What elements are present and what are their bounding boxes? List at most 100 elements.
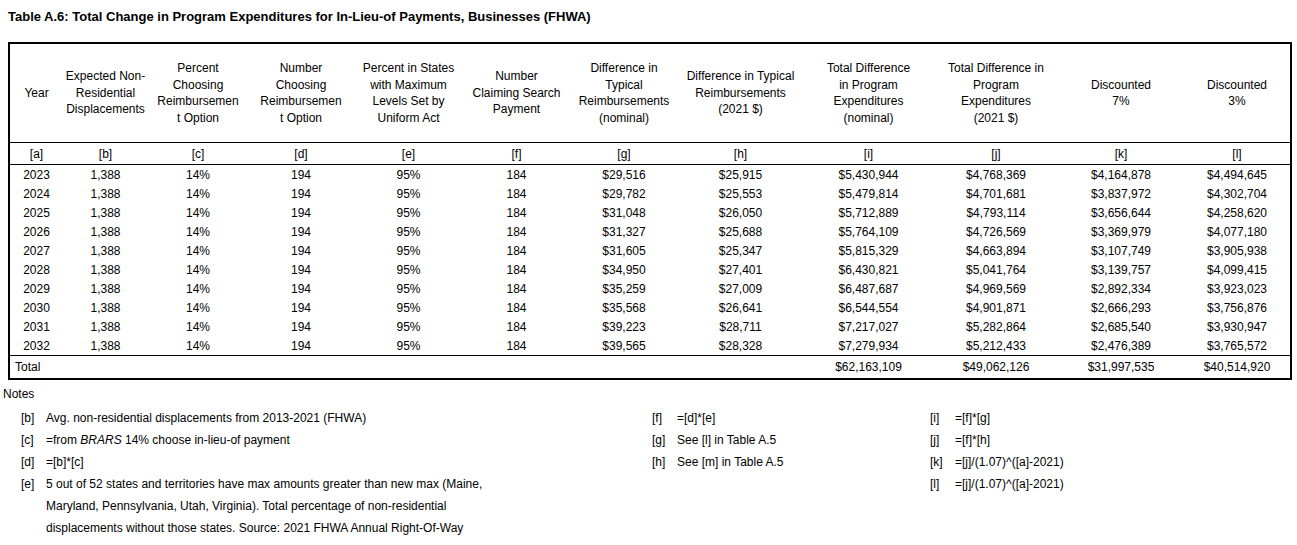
cell-c: 14% xyxy=(148,241,248,260)
cell-i: $5,764,109 xyxy=(803,222,934,241)
table-row-2026: 20261,38814%19495%184$31,327$25,688$5,76… xyxy=(9,222,1291,241)
cell-i: $5,430,944 xyxy=(803,165,934,185)
cell-j: $4,793,114 xyxy=(934,203,1058,222)
table-row-2029: 20291,38814%19495%184$35,259$27,009$6,48… xyxy=(9,279,1291,298)
cell-f: 184 xyxy=(463,279,570,298)
column-header-j: Total Difference in Program Expenditures… xyxy=(934,43,1058,143)
column-ref-d: [d] xyxy=(248,143,354,165)
table-row-2024: 20241,38814%19495%184$29,782$25,553$5,47… xyxy=(9,184,1291,203)
cell-e: 95% xyxy=(354,241,463,260)
cell-f: 184 xyxy=(463,184,570,203)
cell-i: $5,479,814 xyxy=(803,184,934,203)
cell-i: $7,217,027 xyxy=(803,317,934,336)
column-header-h: Difference in Typical Reimbursements (20… xyxy=(678,43,803,143)
cell-c: 14% xyxy=(148,260,248,279)
cell-j: $4,663,894 xyxy=(934,241,1058,260)
cell-d: 194 xyxy=(248,317,354,336)
cell-g: $39,223 xyxy=(570,317,678,336)
cell-d: 194 xyxy=(248,260,354,279)
column-ref-l: [l] xyxy=(1184,143,1291,165)
column-header-e: Percent in States with Maximum Levels Se… xyxy=(354,43,463,143)
cell-l: $4,258,620 xyxy=(1184,203,1291,222)
note-label: [j] xyxy=(930,429,948,451)
column-ref-e: [e] xyxy=(354,143,463,165)
column-ref-c: [c] xyxy=(148,143,248,165)
column-header-i: Total Difference in Program Expenditures… xyxy=(803,43,934,143)
column-header-g: Difference in Typical Reimbursements (no… xyxy=(570,43,678,143)
table-row-2027: 20271,38814%19495%184$31,605$25,347$5,81… xyxy=(9,241,1291,260)
cell-i: $5,815,329 xyxy=(803,241,934,260)
cell-k: $3,369,979 xyxy=(1058,222,1184,241)
table-header: YearExpected Non- Residential Displaceme… xyxy=(9,43,1291,165)
cell-j: $4,726,569 xyxy=(934,222,1058,241)
cell-h: $25,553 xyxy=(678,184,803,203)
note-label: [f] xyxy=(652,407,670,429)
note-text: Avg. non-residential displacements from … xyxy=(46,407,366,429)
note-item-f: [f] =[d]*[e] xyxy=(652,407,912,429)
cell-i: $6,544,554 xyxy=(803,298,934,317)
note-text: =[b]*[c] xyxy=(46,451,84,473)
cell-k: $3,656,644 xyxy=(1058,203,1184,222)
cell-c: 14% xyxy=(148,165,248,185)
cell-g: $31,327 xyxy=(570,222,678,241)
cell-c: 14% xyxy=(148,203,248,222)
column-header-k: Discounted 7% xyxy=(1058,43,1184,143)
cell-g: $29,782 xyxy=(570,184,678,203)
year-cell: 2030 xyxy=(9,298,63,317)
cell-l: $3,923,023 xyxy=(1184,279,1291,298)
table-row-2031: 20311,38814%19495%184$39,223$28,711$7,21… xyxy=(9,317,1291,336)
cell-h: $25,347 xyxy=(678,241,803,260)
note-text: =[j]/(1.07)^([a]-2021) xyxy=(955,473,1064,495)
note-label: [b] xyxy=(21,407,39,429)
note-label: [i] xyxy=(930,407,948,429)
cell-i: $6,430,821 xyxy=(803,260,934,279)
cell-l: $4,077,180 xyxy=(1184,222,1291,241)
column-header-a: Year xyxy=(9,43,63,143)
cell-f: 184 xyxy=(463,241,570,260)
cell-d: 194 xyxy=(248,298,354,317)
cell-h: $25,915 xyxy=(678,165,803,185)
cell-b: 1,388 xyxy=(63,298,148,317)
note-text-suffix: 14% choose in-lieu-of payment xyxy=(122,433,290,447)
cell-h: $27,009 xyxy=(678,279,803,298)
note-label: [l] xyxy=(930,473,948,495)
note-item-l: [l] =[j]/(1.07)^([a]-2021) xyxy=(930,473,1230,495)
cell-d: 194 xyxy=(248,222,354,241)
note-text: See [m] in Table A.5 xyxy=(677,451,784,473)
note-text: =[f]*[g] xyxy=(955,407,990,429)
note-text: See [l] in Table A.5 xyxy=(677,429,776,451)
note-text-italic: BRARS xyxy=(80,433,121,447)
notes-column-right: [i] =[f]*[g][j]=[f]*[h][k]=[j]/(1.07)^([a… xyxy=(930,407,1230,495)
total-row: Total$62,163,109$49,062,126$31,997,535$4… xyxy=(9,356,1291,380)
column-ref-h: [h] xyxy=(678,143,803,165)
note-label: [e] xyxy=(21,473,39,545)
cell-l: $4,099,415 xyxy=(1184,260,1291,279)
cell-c: 14% xyxy=(148,336,248,356)
cell-l: $4,302,704 xyxy=(1184,184,1291,203)
column-ref-b: [b] xyxy=(63,143,148,165)
cell-d: 194 xyxy=(248,184,354,203)
cell-h: $26,641 xyxy=(678,298,803,317)
table-body: 20231,38814%19495%184$29,516$25,915$5,43… xyxy=(9,165,1291,356)
year-cell: 2026 xyxy=(9,222,63,241)
note-label: [g] xyxy=(652,429,670,451)
cell-j: $4,701,681 xyxy=(934,184,1058,203)
note-text: =[d]*[e] xyxy=(677,407,715,429)
cell-j: $4,901,871 xyxy=(934,298,1058,317)
year-cell: 2029 xyxy=(9,279,63,298)
column-ref-f: [f] xyxy=(463,143,570,165)
cell-b: 1,388 xyxy=(63,222,148,241)
cell-b: 1,388 xyxy=(63,260,148,279)
table-row-2032: 20321,38814%19495%184$39,565$28,328$7,27… xyxy=(9,336,1291,356)
note-item-h: [h]See [m] in Table A.5 xyxy=(652,451,912,473)
note-item-k: [k]=[j]/(1.07)^([a]-2021) xyxy=(930,451,1230,473)
cell-f: 184 xyxy=(463,165,570,185)
cell-b: 1,388 xyxy=(63,184,148,203)
column-header-f: Number Claiming Search Payment xyxy=(463,43,570,143)
note-item-j: [j]=[f]*[h] xyxy=(930,429,1230,451)
cell-k: $3,107,749 xyxy=(1058,241,1184,260)
header-row: YearExpected Non- Residential Displaceme… xyxy=(9,43,1291,143)
year-cell: 2031 xyxy=(9,317,63,336)
notes-column-middle: [f] =[d]*[e] [g] See [l] in Table A.5[h]See… xyxy=(652,407,912,473)
year-cell: 2032 xyxy=(9,336,63,356)
